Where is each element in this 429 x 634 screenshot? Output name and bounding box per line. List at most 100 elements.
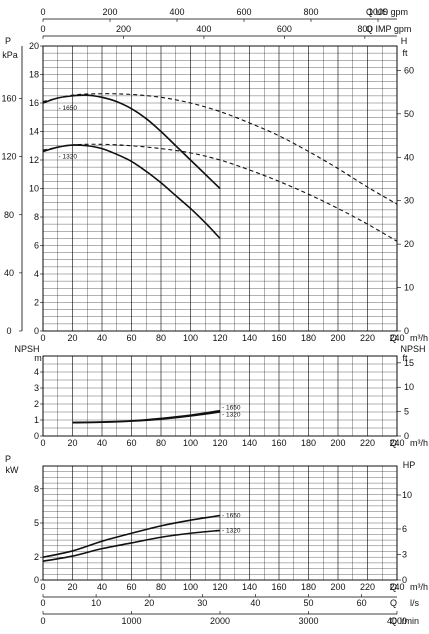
x-tick-label: 220 [360,582,375,592]
y-left-tick-label: 0 [34,431,39,441]
kpa-tick-label: 80 [4,210,14,220]
lmin-tick-label: 2000 [210,616,230,626]
ls-tick-label: 30 [197,598,207,608]
y-left-tick-label: 14 [29,127,39,137]
hp-tick-label: 10 [402,490,412,500]
x-tick-label: 200 [330,333,345,343]
x-tick-label: 160 [271,333,286,343]
hp-tick-label: 0 [402,575,407,585]
ls-tick-label: 20 [144,598,154,608]
y-left-tick-label: 8 [34,484,39,494]
x-axis-unit: m³/h [410,582,428,592]
hp-tick-label: 3 [402,549,407,559]
imp-gpm-axis-label: Q IMP gpm [366,24,411,34]
series-1650-solid-line [42,94,221,190]
power-label-1320: - 1320 [222,527,241,534]
x-tick-label: 20 [67,582,77,592]
series-1320-dashed-line [42,143,398,242]
lmin-tick-label: 1000 [121,616,141,626]
x-axis-label: Q [390,438,397,448]
y-left-tick-label: 12 [29,155,39,165]
y-left-tick-label: 0 [34,575,39,585]
x-tick-label: 140 [242,582,257,592]
x-tick-label: 240 [389,582,404,592]
ft-axis-unit: ft [402,48,408,58]
us-gpm-tick-label: 1000 [368,7,388,17]
y-left-tick-label: 4 [34,269,39,279]
y-left-tick-label: 0 [34,326,39,336]
ls-tick-label: 40 [250,598,260,608]
us-gpm-tick-label: 0 [40,7,45,17]
y-left-tick-label: 2 [34,298,39,308]
curve-label-1650: - 1650 [59,105,78,112]
x-tick-label: 120 [212,438,227,448]
kpa-tick-label: 120 [1,152,16,162]
x-tick-label: 180 [301,333,316,343]
npsh-ft-tick-label: 15 [404,358,414,368]
x-tick-label: 60 [126,333,136,343]
y-left-tick-label: 16 [29,98,39,108]
x-tick-label: 40 [97,333,107,343]
y-left-tick-label: 6 [34,241,39,251]
kpa-axis-title: P [5,36,11,46]
us-gpm-tick-label: 400 [169,7,184,17]
x-tick-label: 160 [271,582,286,592]
x-tick-label: 40 [97,438,107,448]
kpa-tick-label: 0 [6,326,11,336]
y-left-tick-label: 4 [34,367,39,377]
imp-gpm-tick-label: 0 [40,24,45,34]
npsh-ft-axis-unit: ft [402,353,408,363]
x-tick-label: 20 [67,333,77,343]
ft-tick-label: 20 [404,239,414,249]
series-1650-dashed-line [42,93,398,205]
ft-tick-label: 30 [404,196,414,206]
x-tick-label: 120 [212,333,227,343]
curve-label-1320: - 1320 [59,153,78,160]
kpa-tick-label: 40 [4,268,14,278]
power-label-1650: - 1650 [222,513,241,520]
npsh-ft-axis-title: NPSH [400,344,425,354]
kpa-axis-unit: kPa [2,50,18,60]
npsh-m-axis-title: NPSH [14,344,39,354]
x-tick-label: 180 [301,582,316,592]
y-left-tick-label: 1 [34,415,39,425]
x-axis-label: Q [390,333,397,343]
x-tick-label: 0 [40,438,45,448]
x-tick-label: 120 [212,582,227,592]
x-tick-label: 240 [389,333,404,343]
hp-tick-label: 6 [402,524,407,534]
y-left-tick-label: 8 [34,212,39,222]
ls-axis-label: Q [390,598,397,608]
x-tick-label: 60 [126,438,136,448]
x-tick-label: 100 [183,438,198,448]
imp-gpm-tick-label: 800 [357,24,372,34]
x-tick-label: 60 [126,582,136,592]
x-tick-label: 220 [360,438,375,448]
ft-tick-label: 50 [404,109,414,119]
y-left-tick-label: 18 [29,70,39,80]
x-tick-label: 160 [271,438,286,448]
x-tick-label: 0 [40,582,45,592]
x-axis-unit: m³/h [410,333,428,343]
y-left-tick-label: 20 [29,41,39,51]
kw-axis-unit: kW [6,465,20,475]
imp-gpm-tick-label: 400 [196,24,211,34]
x-tick-label: 0 [40,333,45,343]
us-gpm-tick-label: 200 [102,7,117,17]
series-1650-solid-line [42,514,221,558]
x-tick-label: 140 [242,333,257,343]
x-tick-label: 240 [389,438,404,448]
y-left-tick-label: 5 [34,518,39,528]
y-left-tick-label: 2 [34,399,39,409]
hp-axis-title: HP [403,460,416,470]
x-tick-label: 220 [360,333,375,343]
ft-tick-label: 10 [404,283,414,293]
lmin-axis-label: Q [390,616,397,626]
ft-tick-label: 0 [404,326,409,336]
npsh-m-axis-unit: m [34,353,42,363]
imp-gpm-tick-label: 600 [277,24,292,34]
us-gpm-tick-label: 800 [303,7,318,17]
x-axis-label: Q [390,582,397,592]
y-left-tick-label: 2 [34,552,39,562]
